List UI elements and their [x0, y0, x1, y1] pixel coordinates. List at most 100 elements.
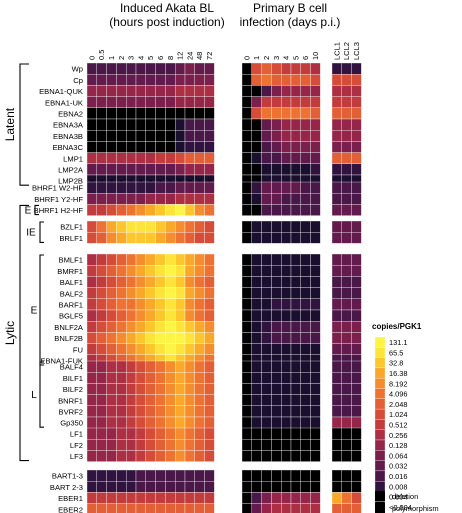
heatmap-cell [194, 152, 205, 164]
heatmap-cell [155, 469, 166, 482]
deletion-marker: Δ [293, 472, 299, 481]
heatmap-cell [175, 152, 186, 164]
group-label: Latent [3, 107, 17, 141]
heatmap-cell [351, 96, 362, 108]
heatmap-cell [135, 469, 146, 482]
heatmap-cell [290, 85, 301, 97]
heatmap-cell [241, 332, 252, 344]
legend-marker-box [375, 503, 385, 513]
heatmap-cell [204, 141, 215, 153]
deletion-marker: Δ [354, 430, 360, 439]
heatmap-cell [251, 343, 262, 355]
legend-level-label: 0.008 [389, 482, 408, 491]
legend-level-label: 16.38 [389, 369, 408, 378]
heatmap-cell [106, 469, 117, 482]
heatmap-cell [194, 220, 205, 233]
heatmap-cell [194, 253, 205, 266]
heatmap-cell [116, 360, 127, 373]
heatmap-cell [126, 287, 137, 299]
row-label: BILF1 [63, 374, 83, 383]
heatmap-cell [310, 383, 321, 395]
row-label: BMRF1 [57, 267, 83, 276]
heatmap-cell [175, 118, 186, 131]
heatmap-cell [135, 427, 146, 440]
heatmap-cell [331, 394, 342, 406]
heatmap-cell [300, 130, 311, 142]
heatmap-cell [241, 181, 252, 194]
heatmap-cell [331, 220, 342, 233]
deletion-marker: Δ [344, 430, 350, 439]
heatmap-cell [96, 492, 107, 504]
heatmap-cell [271, 181, 282, 194]
column-label: 1 [107, 56, 116, 60]
heatmap-cell [165, 204, 176, 216]
heatmap-cell [106, 383, 117, 395]
heatmap-cell [204, 130, 215, 142]
heatmap-cell [271, 321, 282, 333]
heatmap-cell [194, 321, 205, 333]
heatmap-cell [271, 163, 282, 176]
heatmap-cell [165, 220, 176, 233]
row-label: BALF4 [60, 363, 83, 372]
row-label: BZLF1 [60, 223, 83, 232]
heatmap-cell [126, 220, 137, 233]
column-label: 10 [311, 52, 320, 60]
heatmap-cell [341, 287, 352, 299]
group-bracket [19, 204, 29, 462]
legend-swatch [374, 336, 386, 348]
heatmap-cell [165, 343, 176, 355]
heatmap-cell [145, 298, 156, 311]
row-label: BNLF2A [54, 323, 84, 332]
legend-title: copies/PGK1 [372, 322, 422, 331]
heatmap-cell [341, 372, 352, 384]
legend: copies/PGK1 [372, 322, 422, 331]
heatmap-cell [290, 298, 301, 311]
heatmap-cell [96, 181, 107, 194]
heatmap-cell [331, 85, 342, 97]
heatmap-cell [300, 372, 311, 384]
heatmap-cell [351, 85, 362, 97]
heatmap-cell [300, 193, 311, 205]
heatmap-cell [126, 181, 137, 194]
heatmap-cell [251, 265, 262, 277]
heatmap-cell [155, 383, 166, 395]
heatmap-cell [331, 276, 342, 288]
heatmap-cell [184, 130, 195, 142]
heatmap-cell [241, 62, 252, 75]
heatmap-cell [106, 343, 117, 355]
heatmap-cell [184, 276, 195, 288]
heatmap-cell [241, 383, 252, 395]
heatmap-cell [145, 481, 156, 493]
heatmap-cell [194, 450, 205, 462]
heatmap-cell [300, 503, 311, 513]
row-label: BRLF1 [59, 234, 83, 243]
heatmap-cell [184, 360, 195, 373]
row-label: BVRF2 [59, 408, 83, 417]
heatmap-cell [281, 372, 292, 384]
heatmap-cell [300, 107, 311, 120]
heatmap-cell [341, 74, 352, 86]
row-label: BHRF1 W2-HF [32, 184, 83, 193]
heatmap-cell [251, 394, 262, 406]
heatmap-cell [165, 503, 176, 513]
heatmap-cell [106, 74, 117, 86]
heatmap-cell [96, 427, 107, 440]
heatmap-cell [116, 492, 127, 504]
heatmap-cell [251, 193, 262, 205]
heatmap-cell [155, 193, 166, 205]
heatmap-cell [165, 372, 176, 384]
heatmap-cell [204, 427, 215, 440]
heatmap-cell [155, 450, 166, 462]
heatmap-cell [86, 503, 97, 513]
heatmap-cell [341, 492, 352, 504]
deletion-marker: Δ [334, 430, 340, 439]
row-label: EBNA1-QUK [39, 87, 83, 96]
heatmap-cell [126, 360, 137, 373]
heatmap-cell [165, 96, 176, 108]
heatmap-cell [281, 204, 292, 216]
deletion-marker: Δ [283, 452, 289, 461]
heatmap-cell [281, 62, 292, 75]
deletion-marker: Δ [303, 472, 309, 481]
heatmap-cell [281, 383, 292, 395]
heatmap-cell [290, 181, 301, 194]
